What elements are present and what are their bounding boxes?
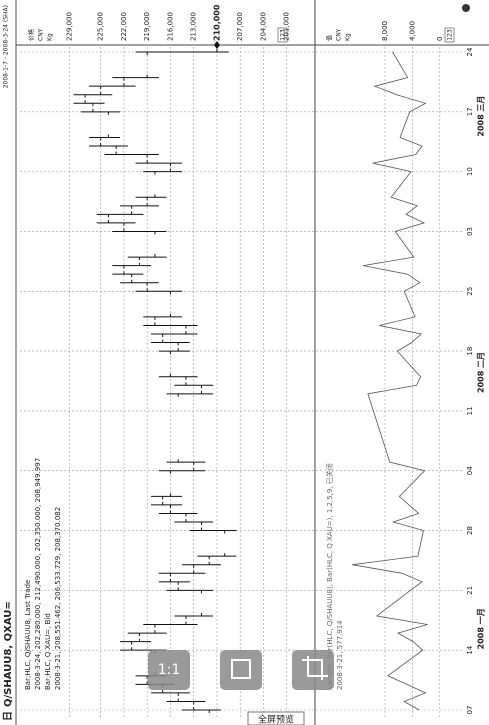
y-tick-label: 4,000 — [408, 21, 416, 41]
y-tick-label: 216,000 — [166, 12, 174, 41]
zoom-label: 1:1 — [158, 662, 181, 678]
x-tick-label: 04 — [466, 466, 474, 475]
y-tick-label: 201,000 — [283, 12, 291, 41]
fit-icon — [231, 659, 251, 679]
x-tick-label: 17 — [466, 107, 474, 116]
month-label: 2008 一月 — [477, 608, 486, 649]
box — [277, 27, 288, 43]
legend-line: Bar;HLC, Q XAU=, Bid — [44, 613, 52, 690]
tooltip — [247, 711, 305, 725]
unit-label: 价格 — [28, 29, 36, 41]
box-label: 123 — [280, 29, 287, 41]
box — [444, 27, 455, 43]
tooltip-text: 全屏预览 — [258, 714, 294, 725]
y-tick-label: 210,000 — [212, 4, 221, 41]
y-tick-label: 229,000 — [66, 12, 74, 41]
x-tick-label: 11 — [466, 406, 474, 415]
y-tick-label: 8,000 — [381, 21, 389, 41]
x-tick-label: 03 — [466, 227, 474, 236]
x-tick-label: 10 — [466, 167, 474, 176]
unit-label: CNY — [38, 28, 45, 41]
volume-line — [352, 51, 428, 711]
legend-line: Sample, Bar(HLC, Q/SHAUU8), Bar(HLC, Q X… — [325, 463, 334, 690]
unit-label: CNY — [336, 28, 343, 41]
crop-icon — [302, 656, 328, 680]
month-label: 2008 三月 — [477, 96, 486, 137]
month-label: 2008 二月 — [477, 352, 486, 393]
unit-label: Kg — [345, 33, 352, 41]
legend-line: Bar;HLC, Q/SHAUU8, Last Trade — [24, 580, 32, 690]
x-tick-label: 14 — [466, 645, 474, 654]
legend-line: 2008-3-21, 208,551.462, 206,533.729, 208… — [54, 507, 62, 690]
y-tick-label: 225,000 — [97, 12, 105, 41]
y-tick-label: 0 — [436, 37, 444, 41]
x-tick-label: 28 — [466, 526, 474, 535]
y-tick-label: 207,000 — [236, 12, 244, 41]
y-tick-label: 213,000 — [190, 12, 198, 41]
x-tick-label: 25 — [466, 287, 474, 296]
title-icon: 日 — [2, 711, 14, 721]
crop-button[interactable] — [292, 650, 334, 690]
last-marker — [213, 41, 220, 49]
legend-line: 2008-3-24, 202,280.000, 212,490.000, 202… — [34, 458, 42, 690]
range: 2008-1-7 - 2008-3-24 (SHA) — [3, 5, 10, 88]
box-label: 123 — [447, 29, 454, 41]
y-tick-label: 219,000 — [143, 12, 151, 41]
chart-title: Q/SHAUU8, QXAU= — [3, 601, 14, 707]
x-tick-label: 21 — [466, 586, 474, 595]
y-tick-label: 204,000 — [259, 12, 267, 41]
unit-label: Kg — [47, 33, 54, 41]
status-dot — [462, 4, 470, 12]
x-tick-label: 18 — [466, 347, 474, 356]
zoom-button[interactable] — [148, 650, 190, 690]
y-tick-label: 222,000 — [120, 12, 128, 41]
fit-button[interactable] — [220, 650, 262, 690]
x-tick-label: 07 — [466, 706, 474, 715]
legend-line: 2008-3-21, 577,914 — [336, 620, 344, 690]
unit-label: 值 — [326, 35, 334, 41]
x-tick-label: 24 — [466, 47, 474, 56]
